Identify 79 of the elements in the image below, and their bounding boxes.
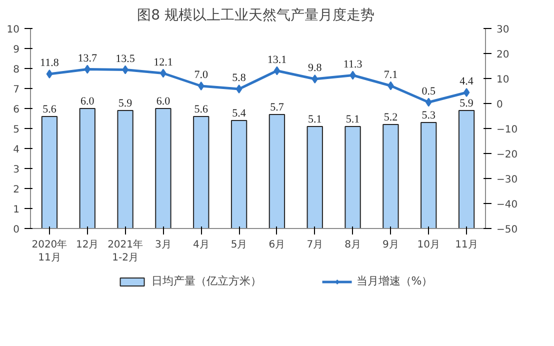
data-label: 5.8 [232,72,246,84]
x-tick-label: 4月 [192,240,210,250]
bar [230,120,248,228]
data-label: 7.0 [194,69,208,81]
y2-tick-label: −40 [496,200,518,210]
y2-tick-label: 20 [496,50,510,60]
point [84,64,91,74]
y-tick-label: 9 [13,44,20,56]
bar [306,126,323,228]
bar [268,114,286,228]
bar [420,122,437,228]
bar [41,116,58,228]
bar [382,124,399,228]
y2-tick-label: −50 [496,224,518,236]
data-label: 5.1 [346,114,360,126]
y-tick-label: 0 [13,224,20,236]
x-tick-label: 3月 [155,240,172,250]
x-tick-label: 10月 [417,240,440,250]
x-tick-label: 12月 [76,240,99,250]
data-label: 0.5 [422,85,436,98]
x-tick-label: 2020年 11月 [32,238,68,264]
data-label: 5.6 [194,104,208,116]
y2-tick-label: −20 [496,150,518,160]
y2-tick-label: 0 [496,100,503,110]
y-tick-label: 2 [13,184,20,196]
point [236,84,242,94]
x-tick-label: 5月 [230,240,248,250]
data-label: 13.7 [78,52,98,64]
x-tick-label: 9月 [382,240,399,250]
y-tick-label: 10 [6,24,20,36]
point [46,70,53,78]
data-label: 6.0 [156,96,171,108]
y-tick-label: 4 [13,144,20,156]
x-tick-label: 11月 [455,240,478,250]
data-label: 5.3 [422,110,436,122]
chart-title: 图8 规模以上工业天然气产量月度走势 [137,8,374,24]
data-label: 5.7 [270,102,284,114]
point [198,82,204,90]
data-label: 7.1 [384,68,398,81]
data-label: 11.8 [40,57,60,69]
point [312,74,318,84]
data-label: 5.6 [42,104,57,116]
y-tick-label: 5 [13,124,20,136]
data-label: 9.8 [308,62,322,74]
bar [193,116,210,228]
data-label: 5.9 [460,98,474,110]
point [425,98,432,107]
point [274,66,280,76]
bar [458,110,475,228]
x-tick-label: 6月 [268,240,286,250]
y-tick-label: 7 [13,84,20,96]
data-label: 13.5 [116,52,136,65]
y-tick-label: 6 [13,104,20,116]
y2-tick-label: −30 [496,174,518,186]
x-tick-label: 2021年 1-2月 [108,238,144,264]
y-tick-label: 3 [13,164,20,176]
bar [344,126,361,228]
bar [117,110,134,228]
data-label: 5.1 [308,114,322,126]
x-tick-label: 8月 [344,240,361,250]
y2-tick-label: 30 [496,24,510,36]
x-tick-label: 7月 [306,240,324,250]
bar [79,108,96,228]
data-label: 5.9 [118,98,133,110]
point [463,88,470,97]
y2-tick-label: −10 [496,124,518,136]
y-tick-label: 1 [13,204,20,216]
y-tick-label: 8 [13,64,20,76]
legend-label: 日均产量（亿立方米） [151,274,262,288]
legend-label: 当月增速（%） [356,274,433,288]
data-label: 4.4 [460,76,474,88]
data-label: 6.0 [80,96,95,108]
data-label: 13.1 [267,54,287,66]
data-label: 11.3 [343,58,363,70]
data-label: 12.1 [154,56,173,68]
y2-tick-label: 10 [496,74,510,86]
data-label: 5.2 [384,112,398,124]
bar [155,108,172,228]
data-label: 5.4 [232,108,246,120]
